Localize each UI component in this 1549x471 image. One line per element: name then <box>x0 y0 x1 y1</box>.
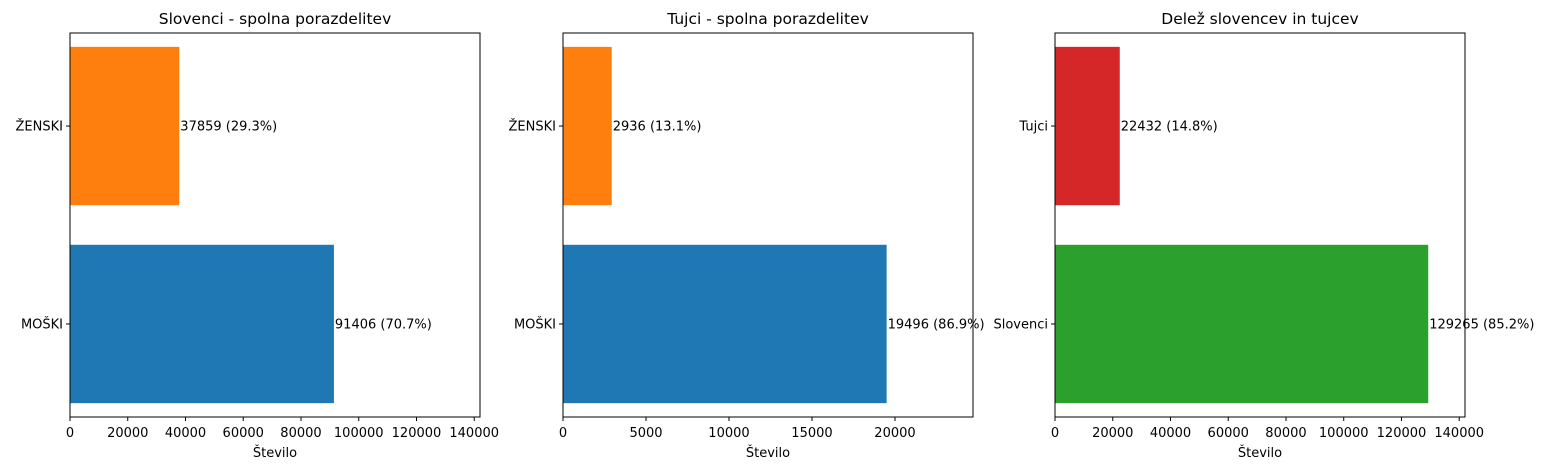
x-tick-label: 100000 <box>334 426 384 441</box>
x-tick-label: 0 <box>66 426 74 441</box>
bar-ženski <box>70 46 180 206</box>
x-axis-label: Število <box>1238 445 1282 461</box>
x-tick-label: 5000 <box>629 426 662 441</box>
x-tick-label: 120000 <box>1377 426 1427 441</box>
x-tick-label: 140000 <box>449 426 499 441</box>
y-tick-label: MOŠKI <box>514 316 556 332</box>
data-label: 91406 (70.7%) <box>335 317 432 332</box>
y-tick-label: ŽENSKI <box>16 119 63 135</box>
x-tick-label: 15000 <box>791 426 832 441</box>
y-tick-label: ŽENSKI <box>509 119 556 135</box>
x-tick-label: 120000 <box>392 426 442 441</box>
axes-frame <box>1054 32 1466 418</box>
x-tick-label: 100000 <box>1319 426 1369 441</box>
axes-frame <box>562 32 974 418</box>
chart-title: Slovenci - spolna porazdelitev <box>159 10 392 28</box>
x-tick-label: 40000 <box>165 426 206 441</box>
data-label: 22432 (14.8%) <box>1121 120 1218 135</box>
data-label: 37859 (29.3%) <box>180 120 277 135</box>
x-tick-label: 10000 <box>708 426 749 441</box>
y-tick-label: Slovenci <box>993 317 1048 332</box>
chart-3: 129265 (85.2%) 22432 (14.8%) Slovenci Tujci… <box>993 10 1534 461</box>
chart-title: Delež slovencev in tujcev <box>1161 10 1358 28</box>
y-tick-label: Tujci <box>1018 120 1048 135</box>
x-tick-label: 0 <box>1051 426 1059 441</box>
bar-moški <box>563 244 887 404</box>
chart-1: 91406 (70.7%) 37859 (29.3%) MOŠKI ŽENSKI 0 20… <box>16 10 500 461</box>
x-tick-label: 20000 <box>874 426 915 441</box>
x-tick-label: 20000 <box>1092 426 1133 441</box>
x-tick-label: 60000 <box>223 426 264 441</box>
x-axis-label: Število <box>746 445 790 461</box>
x-tick-label: 140000 <box>1434 426 1484 441</box>
bar-moški <box>70 244 334 404</box>
data-label: 19496 (86.9%) <box>888 317 985 332</box>
bar-slovenci <box>1055 244 1429 404</box>
x-tick-label: 20000 <box>107 426 148 441</box>
bar-ženski <box>563 46 612 206</box>
x-axis-label: Število <box>253 445 297 461</box>
x-tick-label: 40000 <box>1150 426 1191 441</box>
chart-title: Tujci - spolna porazdelitev <box>666 10 869 28</box>
y-tick-label: MOŠKI <box>21 316 63 332</box>
data-label: 129265 (85.2%) <box>1429 317 1534 332</box>
axes-frame <box>69 32 481 418</box>
bar-tujci <box>1055 46 1120 206</box>
chart-2: 19496 (86.9%) 2936 (13.1%) MOŠKI ŽENSKI 0 500… <box>509 10 985 461</box>
x-tick-label: 80000 <box>280 426 321 441</box>
x-tick-label: 60000 <box>1208 426 1249 441</box>
data-label: 2936 (13.1%) <box>613 120 702 135</box>
x-tick-label: 80000 <box>1265 426 1306 441</box>
x-tick-label: 0 <box>559 426 567 441</box>
